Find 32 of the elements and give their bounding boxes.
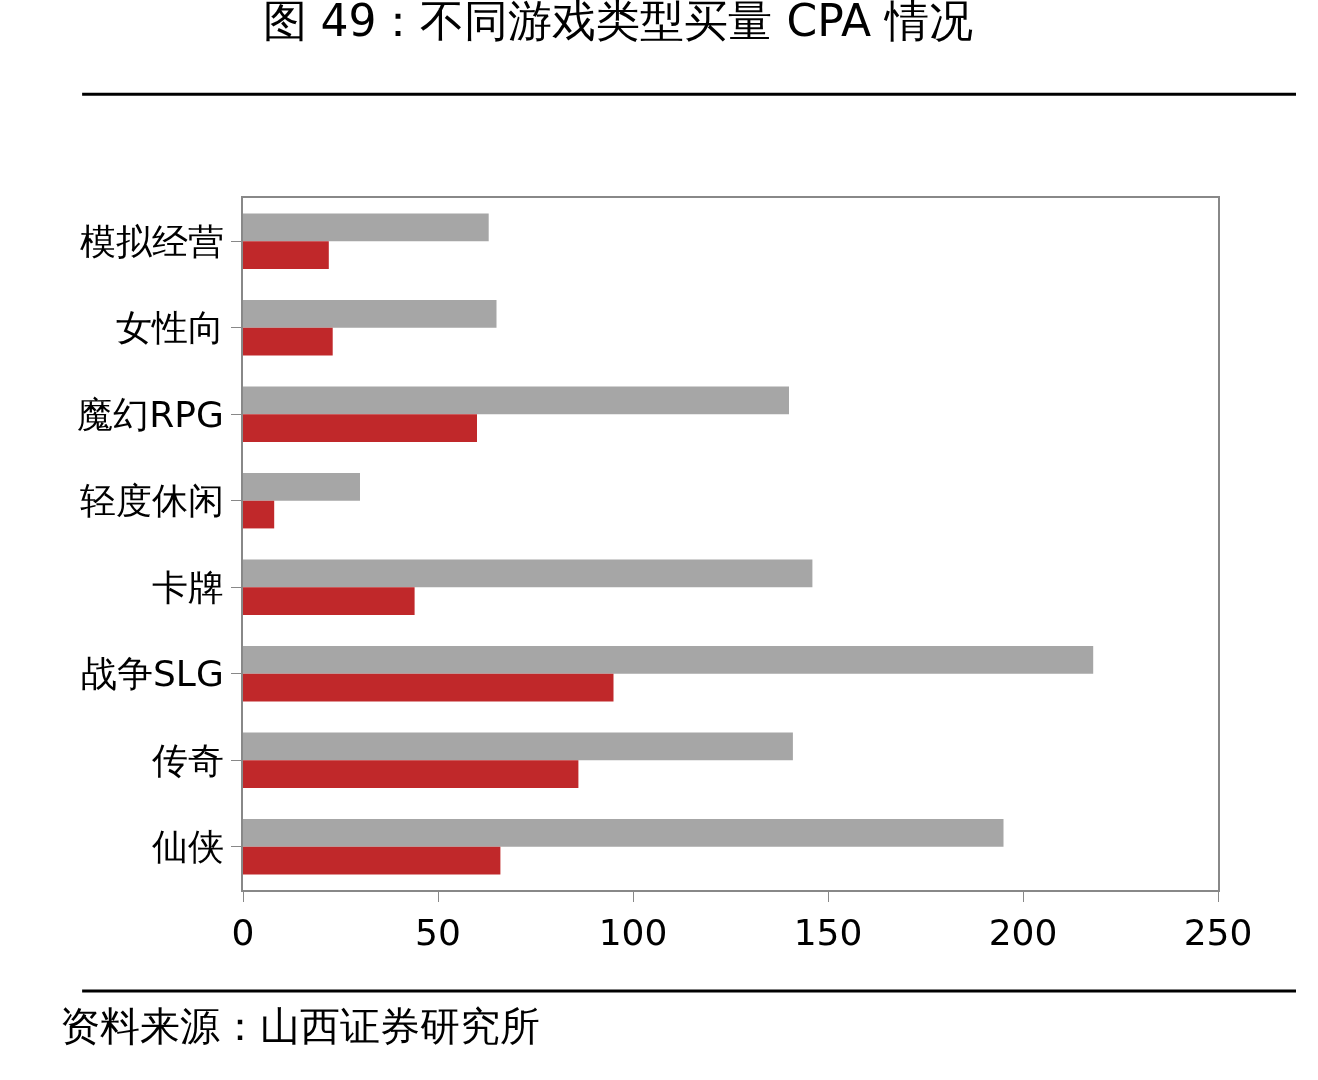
- x-tick-label: 250: [1183, 912, 1253, 954]
- y-tick-label: 仙侠: [151, 826, 224, 868]
- bar: [243, 213, 489, 242]
- bar: [243, 760, 579, 788]
- y-tick-label: 战争SLG: [80, 653, 224, 695]
- bar: [243, 732, 793, 761]
- bar: [243, 587, 415, 615]
- x-tick-label: 200: [988, 912, 1058, 954]
- x-tick-label: 150: [793, 912, 863, 954]
- x-tick-label: 0: [231, 912, 255, 954]
- bar: [243, 241, 329, 269]
- y-tick-label: 模拟经营: [79, 220, 224, 262]
- bar: [243, 819, 1004, 847]
- bar: [243, 559, 813, 588]
- y-tick-label: 轻度休闲: [79, 480, 224, 522]
- y-tick-label: 女性向: [115, 307, 224, 349]
- bar: [243, 386, 789, 415]
- chart-title: 图 49：不同游戏类型买量 CPA 情况: [262, 0, 973, 47]
- bar: [243, 846, 501, 875]
- y-tick-label: 魔幻RPG: [77, 393, 224, 435]
- bar: [243, 300, 497, 328]
- bar: [243, 473, 360, 501]
- x-tick-label: 50: [415, 912, 461, 954]
- text: 资料来源：山西证券研究所: [60, 1003, 540, 1049]
- x-tick-label: 100: [598, 912, 668, 954]
- bar: [243, 646, 1094, 674]
- y-tick-label: 卡牌: [151, 566, 224, 608]
- bar: [243, 673, 614, 702]
- y-tick-label: 传奇: [151, 739, 224, 781]
- bar: [243, 327, 333, 356]
- bar: [243, 500, 275, 529]
- bar: [243, 414, 477, 442]
